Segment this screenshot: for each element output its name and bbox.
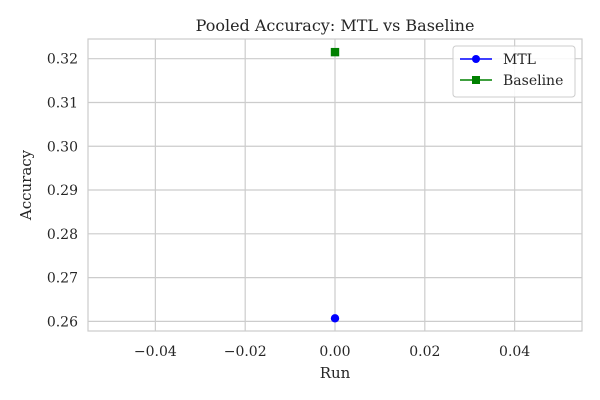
y-tick-label: 0.29: [47, 183, 78, 199]
legend: MTL Baseline: [452, 45, 576, 98]
legend-marker-baseline: [472, 76, 480, 84]
legend-label-baseline: Baseline: [503, 73, 563, 89]
data-marks: [330, 47, 340, 323]
x-tick-label: 0.02: [409, 344, 440, 360]
x-axis-label: Run: [320, 364, 351, 382]
y-axis-label: Accuracy: [17, 149, 35, 221]
data-point-mtl: [330, 314, 340, 323]
y-tick-label: 0.31: [47, 95, 78, 111]
y-ticks: 0.26 0.27 0.28 0.29 0.30 0.31 0.32: [47, 52, 78, 331]
data-point-baseline: [330, 47, 340, 57]
x-tick-label: −0.02: [224, 344, 267, 360]
x-tick-label: 0.04: [499, 344, 530, 360]
y-tick-label: 0.26: [47, 314, 78, 330]
y-tick-label: 0.27: [47, 271, 78, 287]
legend-marker-mtl: [472, 55, 480, 63]
legend-label-mtl: MTL: [503, 52, 536, 68]
y-tick-label: 0.28: [47, 227, 78, 243]
y-tick-label: 0.32: [47, 52, 78, 68]
x-tick-label: −0.04: [134, 344, 177, 360]
x-tick-label: 0.00: [319, 344, 350, 360]
chart-title: Pooled Accuracy: MTL vs Baseline: [196, 16, 475, 35]
y-tick-label: 0.30: [47, 139, 78, 155]
x-ticks: −0.04 −0.02 0.00 0.02 0.04: [134, 344, 530, 360]
